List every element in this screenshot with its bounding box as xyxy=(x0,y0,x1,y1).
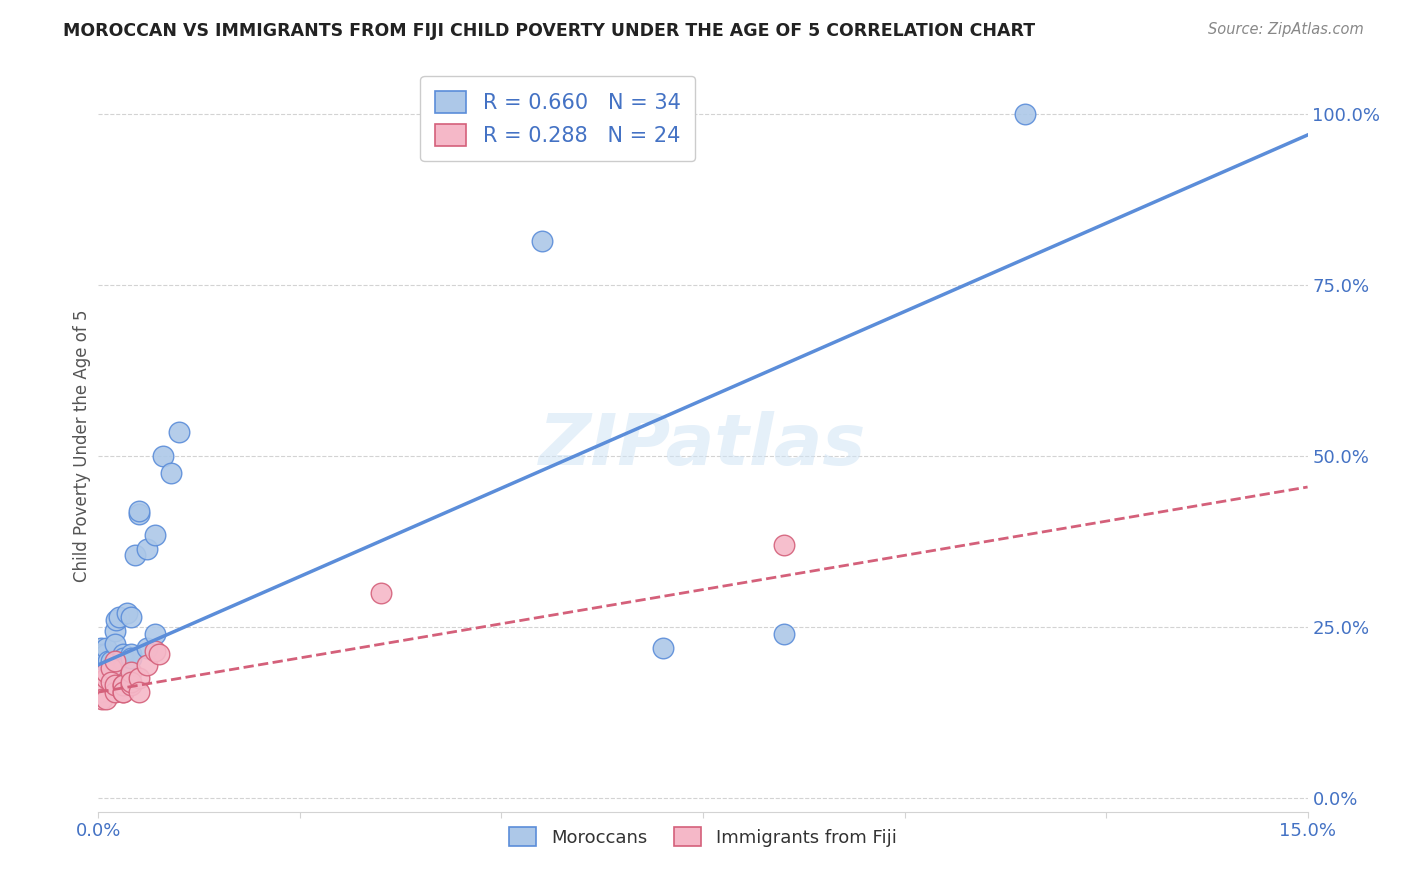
Point xyxy=(96,648,118,662)
Point xyxy=(103,654,125,668)
Point xyxy=(135,541,157,556)
Point xyxy=(1014,107,1036,121)
Point xyxy=(651,640,673,655)
Point xyxy=(97,654,120,668)
Point xyxy=(111,651,134,665)
Point xyxy=(370,586,392,600)
Point xyxy=(115,607,138,621)
Point xyxy=(120,678,142,692)
Point xyxy=(103,685,125,699)
Point xyxy=(152,449,174,463)
Point xyxy=(91,692,114,706)
Point xyxy=(91,648,114,662)
Point xyxy=(530,234,553,248)
Text: MOROCCAN VS IMMIGRANTS FROM FIJI CHILD POVERTY UNDER THE AGE OF 5 CORRELATION CH: MOROCCAN VS IMMIGRANTS FROM FIJI CHILD P… xyxy=(63,22,1035,40)
Point xyxy=(90,640,112,655)
Point xyxy=(772,627,794,641)
Point xyxy=(167,425,190,440)
Point xyxy=(120,610,142,624)
Point xyxy=(96,665,118,679)
Point xyxy=(143,528,166,542)
Point xyxy=(135,640,157,655)
Point xyxy=(135,657,157,672)
Point xyxy=(96,672,118,686)
Point xyxy=(96,640,118,655)
Point xyxy=(120,674,142,689)
Point xyxy=(111,651,134,665)
Text: ZIPatlas: ZIPatlas xyxy=(540,411,866,481)
Point xyxy=(90,685,112,699)
Point xyxy=(772,538,794,552)
Point xyxy=(107,610,129,624)
Point xyxy=(103,678,125,692)
Point xyxy=(143,644,166,658)
Point xyxy=(111,685,134,699)
Point xyxy=(111,661,134,675)
Point xyxy=(96,692,118,706)
Point xyxy=(111,685,134,699)
Point xyxy=(124,549,146,563)
Point xyxy=(111,678,134,692)
Point xyxy=(100,661,122,675)
Y-axis label: Child Poverty Under the Age of 5: Child Poverty Under the Age of 5 xyxy=(73,310,91,582)
Point xyxy=(111,648,134,662)
Point xyxy=(128,508,150,522)
Point xyxy=(100,661,122,675)
Point xyxy=(120,651,142,665)
Point xyxy=(100,654,122,668)
Point xyxy=(128,672,150,686)
Point xyxy=(105,613,128,627)
Point xyxy=(128,504,150,518)
Point xyxy=(100,674,122,689)
Point xyxy=(120,648,142,662)
Point xyxy=(103,637,125,651)
Point xyxy=(128,685,150,699)
Text: Source: ZipAtlas.com: Source: ZipAtlas.com xyxy=(1208,22,1364,37)
Point xyxy=(103,624,125,638)
Point xyxy=(111,678,134,692)
Point xyxy=(120,665,142,679)
Legend: Moroccans, Immigrants from Fiji: Moroccans, Immigrants from Fiji xyxy=(502,820,904,854)
Point xyxy=(143,627,166,641)
Point xyxy=(94,654,117,668)
Point xyxy=(148,648,170,662)
Point xyxy=(160,467,183,481)
